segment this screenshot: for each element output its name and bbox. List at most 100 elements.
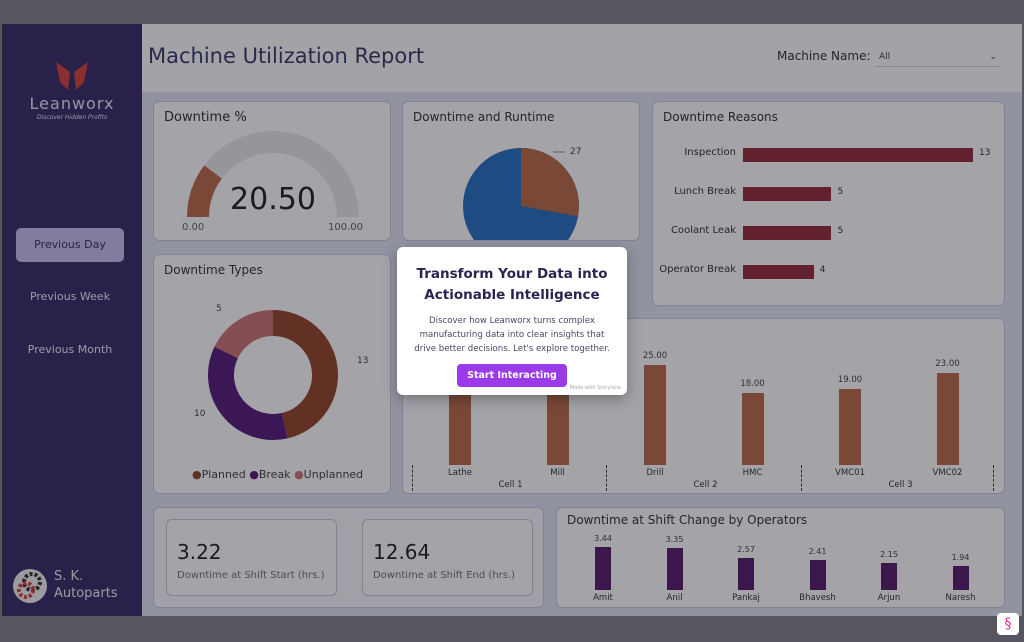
cell-group-label: Cell 2	[693, 480, 718, 490]
operator-bar[interactable]	[595, 547, 611, 590]
cell-group-label: Cell 3	[888, 480, 913, 490]
operator-axis-label: Pankaj	[732, 593, 760, 603]
dropdown-value: All	[879, 52, 891, 62]
brand-name: Leanworx	[29, 94, 115, 113]
leanworx-logo-icon	[56, 62, 88, 90]
legend-dot-icon: ●	[249, 468, 259, 481]
operator-axis-label: Anil	[666, 593, 683, 603]
downtime-types-card: Downtime Types 5 13 10 ●Planned ●Break ●…	[153, 254, 391, 494]
card-title: Downtime and Runtime	[413, 110, 555, 124]
reason-label: Operator Break	[659, 264, 736, 275]
machine-axis-label: VMC01	[835, 468, 865, 478]
operator-bar[interactable]	[881, 563, 897, 590]
operator-bar-value: 2.57	[737, 544, 755, 554]
reason-bar[interactable]	[743, 226, 832, 240]
donut-legend: ●Planned ●Break ●Unplanned	[192, 468, 363, 481]
modal-title-line1: Transform Your Data into	[416, 266, 608, 282]
legend-dot-icon: ●	[294, 468, 304, 481]
donut-label-break: 10	[194, 409, 206, 419]
donut-chart	[208, 310, 338, 440]
operator-axis-label: Arjun	[877, 593, 901, 603]
operators-card: Downtime at Shift Change by Operators 3.…	[556, 507, 1005, 608]
machine-name-dropdown[interactable]: All ⌄	[875, 47, 1001, 67]
customer-name: S. K. Autoparts	[54, 568, 118, 602]
storylane-credit[interactable]: Made with Storylane	[569, 385, 621, 391]
operator-bar[interactable]	[738, 557, 754, 590]
kpi-container: 3.22 Downtime at Shift Start (hrs.) 12.6…	[153, 507, 544, 608]
sidebar: Leanworx Discover Hidden Profits Previou…	[2, 24, 142, 616]
operator-bar[interactable]	[666, 548, 683, 590]
pie-chart	[463, 148, 579, 240]
legend-unplanned[interactable]: Unplanned	[303, 468, 364, 481]
operator-bar-value: 2.15	[880, 550, 898, 560]
chevron-down-icon: ⌄	[989, 52, 997, 62]
machine-axis-label: Drill	[646, 468, 664, 478]
machine-axis-label: HMC	[742, 468, 763, 478]
donut-segment-planned[interactable]	[272, 310, 338, 439]
machine-bar-value: 19.00	[837, 375, 863, 385]
gauge-max: 100.00	[328, 222, 363, 233]
gauge-value: 20.50	[230, 182, 316, 217]
reason-bar[interactable]	[743, 187, 832, 201]
modal-title-line2: Actionable Intelligence	[424, 287, 600, 303]
machine-axis-label: Lathe	[448, 468, 472, 478]
operator-bar-value: 3.35	[665, 535, 684, 545]
reason-bar[interactable]	[743, 265, 814, 279]
machine-bar[interactable]	[936, 373, 959, 465]
customer-name-line2: Autoparts	[54, 586, 118, 601]
card-title: Downtime Types	[164, 263, 263, 277]
machine-axis-label: VMC02	[932, 468, 963, 478]
operator-bar-value: 3.44	[594, 534, 612, 543]
reason-label: Coolant Leak	[670, 225, 736, 236]
gauge	[187, 131, 359, 218]
kpi-value: 12.64	[373, 540, 431, 564]
reason-value: 4	[819, 265, 826, 275]
machine-bar[interactable]	[839, 389, 861, 465]
reason-value: 13	[979, 148, 991, 158]
nav-previous-day[interactable]: Previous Day	[16, 228, 124, 262]
donut-segment-unplanned[interactable]	[214, 310, 274, 359]
machine-axis-label: Mill	[550, 468, 565, 478]
reason-label: Lunch Break	[674, 186, 736, 197]
group-divider	[412, 465, 413, 491]
machine-filter-label: Machine Name:	[777, 49, 871, 63]
legend-planned[interactable]: Planned	[201, 468, 246, 481]
intro-modal: Transform Your Data into Actionable Intel…	[397, 247, 627, 395]
machine-bar-value: 25.00	[642, 351, 668, 361]
kpi-shift-end: 12.64 Downtime at Shift End (hrs.)	[362, 519, 533, 596]
nav-previous-week[interactable]: Previous Week	[29, 290, 111, 303]
machine-bar-value: 23.00	[935, 359, 960, 369]
machine-bar[interactable]	[644, 365, 666, 465]
start-interacting-button[interactable]: Start Interacting	[457, 364, 567, 387]
customer-logo-icon	[13, 569, 47, 603]
operator-axis-label: Bhavesh	[799, 593, 836, 603]
legend-break[interactable]: Break	[258, 468, 291, 481]
card-title: Downtime Reasons	[663, 110, 778, 124]
dashboard: Leanworx Discover Hidden Profits Previou…	[2, 24, 1022, 616]
machine-bar[interactable]	[741, 393, 764, 465]
donut-label-unplanned: 5	[216, 304, 222, 314]
reason-bar[interactable]	[743, 148, 973, 162]
modal-body: Discover how Leanworx turns complex manu…	[414, 316, 610, 354]
gauge-min: 0.00	[182, 222, 205, 233]
card-title: Downtime %	[164, 110, 247, 125]
brand-tagline: Discover Hidden Profits	[36, 114, 108, 121]
cell-group-label: Cell 1	[498, 480, 523, 490]
kpi-label: Downtime at Shift Start (hrs.)	[177, 570, 325, 581]
nav-previous-month[interactable]: Previous Month	[27, 343, 113, 356]
reason-value: 5	[837, 226, 844, 236]
group-divider	[801, 465, 802, 491]
group-divider	[606, 465, 607, 491]
downtime-percent-card: Downtime % 20.50 0.00 100.00	[153, 101, 391, 241]
kpi-shift-start: 3.22 Downtime at Shift Start (hrs.)	[166, 519, 337, 596]
kpi-label: Downtime at Shift End (hrs.)	[373, 570, 516, 581]
storylane-icon[interactable]: §	[997, 613, 1019, 635]
operator-bar-value: 1.94	[951, 552, 970, 562]
modal-title: Transform Your Data into Actionable Intel…	[397, 264, 627, 306]
customer-name-line1: S. K.	[54, 569, 84, 584]
operator-bar[interactable]	[809, 559, 826, 590]
operator-bar[interactable]	[952, 565, 969, 590]
operator-axis-label: Amit	[593, 593, 613, 603]
operator-bar-value: 2.41	[808, 546, 827, 556]
donut-segment-break[interactable]	[208, 346, 288, 440]
